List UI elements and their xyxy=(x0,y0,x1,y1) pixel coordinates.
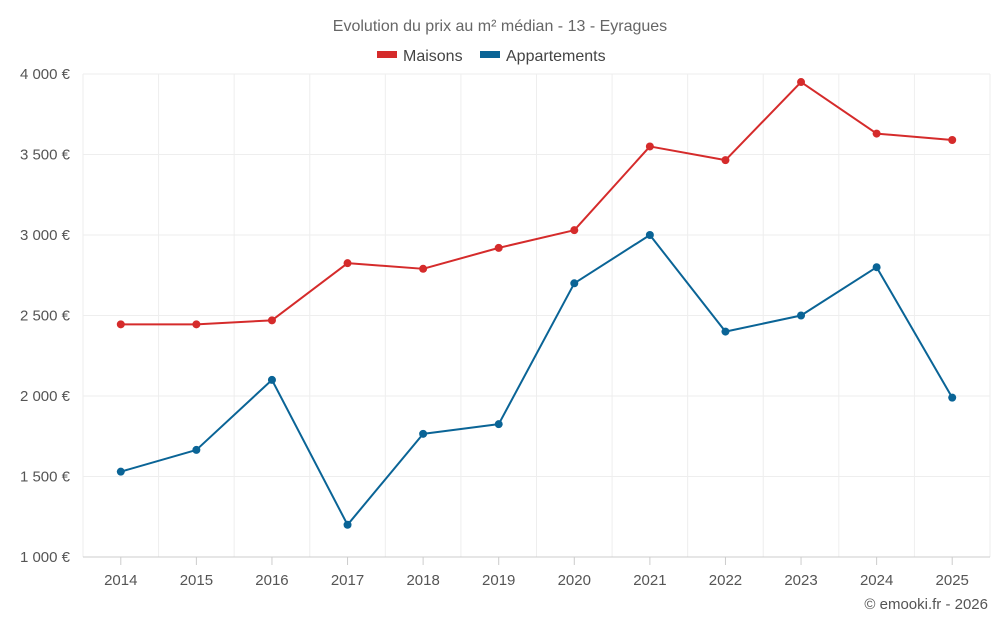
x-tick-label: 2020 xyxy=(558,572,591,589)
x-axis: 2014 2015 2016 2017 2018 2019 2020 2021 2022 2023… xyxy=(83,556,990,589)
y-tick-label: 2 500 € xyxy=(20,308,71,325)
data-point-maisons[interactable] xyxy=(343,259,352,268)
x-tick-label: 2025 xyxy=(936,572,969,589)
x-tick-label: 2024 xyxy=(860,572,893,589)
data-point-maisons[interactable] xyxy=(494,243,503,252)
y-tick-label: 3 000 € xyxy=(20,227,71,244)
x-tick-label: 2015 xyxy=(180,572,213,589)
data-point-appartements[interactable] xyxy=(948,393,957,402)
y-tick-label: 1 000 € xyxy=(20,549,71,566)
y-tick-label: 1 500 € xyxy=(20,469,71,486)
y-tick-label: 4 000 € xyxy=(20,66,71,83)
x-tick-label: 2014 xyxy=(104,572,137,589)
y-tick-label: 2 000 € xyxy=(20,388,71,405)
data-point-appartements[interactable] xyxy=(721,327,730,336)
data-point-appartements[interactable] xyxy=(192,445,201,454)
credit-text: © emooki.fr - 2026 xyxy=(864,596,988,613)
data-point-appartements[interactable] xyxy=(570,279,579,288)
gridlines xyxy=(82,73,991,557)
x-tick-label: 2018 xyxy=(406,572,439,589)
data-point-maisons[interactable] xyxy=(872,129,881,138)
data-point-maisons[interactable] xyxy=(721,156,730,165)
data-point-maisons[interactable] xyxy=(570,226,579,235)
x-tick-label: 2017 xyxy=(331,572,364,589)
series-line-maisons xyxy=(120,81,953,326)
data-point-maisons[interactable] xyxy=(267,316,276,325)
x-tick-label: 2022 xyxy=(709,572,742,589)
data-point-maisons[interactable] xyxy=(645,142,654,151)
data-point-appartements[interactable] xyxy=(419,429,428,438)
legend-item-appartements[interactable]: Appartements xyxy=(480,48,606,65)
x-tick-label: 2019 xyxy=(482,572,515,589)
x-tick-label: 2016 xyxy=(255,572,288,589)
series-line-appartements xyxy=(120,234,954,526)
data-point-appartements[interactable] xyxy=(797,311,806,320)
series-layer xyxy=(116,78,957,529)
x-tick-label: 2021 xyxy=(633,572,666,589)
data-point-maisons[interactable] xyxy=(419,264,428,273)
data-point-maisons[interactable] xyxy=(948,136,957,145)
legend-label-maisons: Maisons xyxy=(403,48,463,65)
data-point-appartements[interactable] xyxy=(494,420,503,429)
data-point-maisons[interactable] xyxy=(797,78,806,87)
data-point-appartements[interactable] xyxy=(872,263,881,272)
data-point-maisons[interactable] xyxy=(116,320,125,329)
legend-swatch-appartements xyxy=(480,51,500,58)
legend-label-appartements: Appartements xyxy=(506,48,606,65)
legend: Maisons Appartements xyxy=(377,48,606,65)
y-tick-label: 3 500 € xyxy=(20,147,71,164)
chart-title: Evolution du prix au m² médian - 13 - Ey… xyxy=(333,18,667,35)
legend-item-maisons[interactable]: Maisons xyxy=(377,48,463,65)
data-point-appartements[interactable] xyxy=(645,231,654,239)
data-point-appartements[interactable] xyxy=(343,520,352,529)
y-axis: 1 000 € 1 500 € 2 000 € 2 500 € 3 000 € 3 500… xyxy=(20,66,71,566)
legend-swatch-maisons xyxy=(377,51,397,58)
data-point-maisons[interactable] xyxy=(192,320,201,329)
x-tick-label: 2023 xyxy=(784,572,817,589)
data-point-appartements[interactable] xyxy=(267,375,276,384)
data-point-appartements[interactable] xyxy=(116,467,125,476)
